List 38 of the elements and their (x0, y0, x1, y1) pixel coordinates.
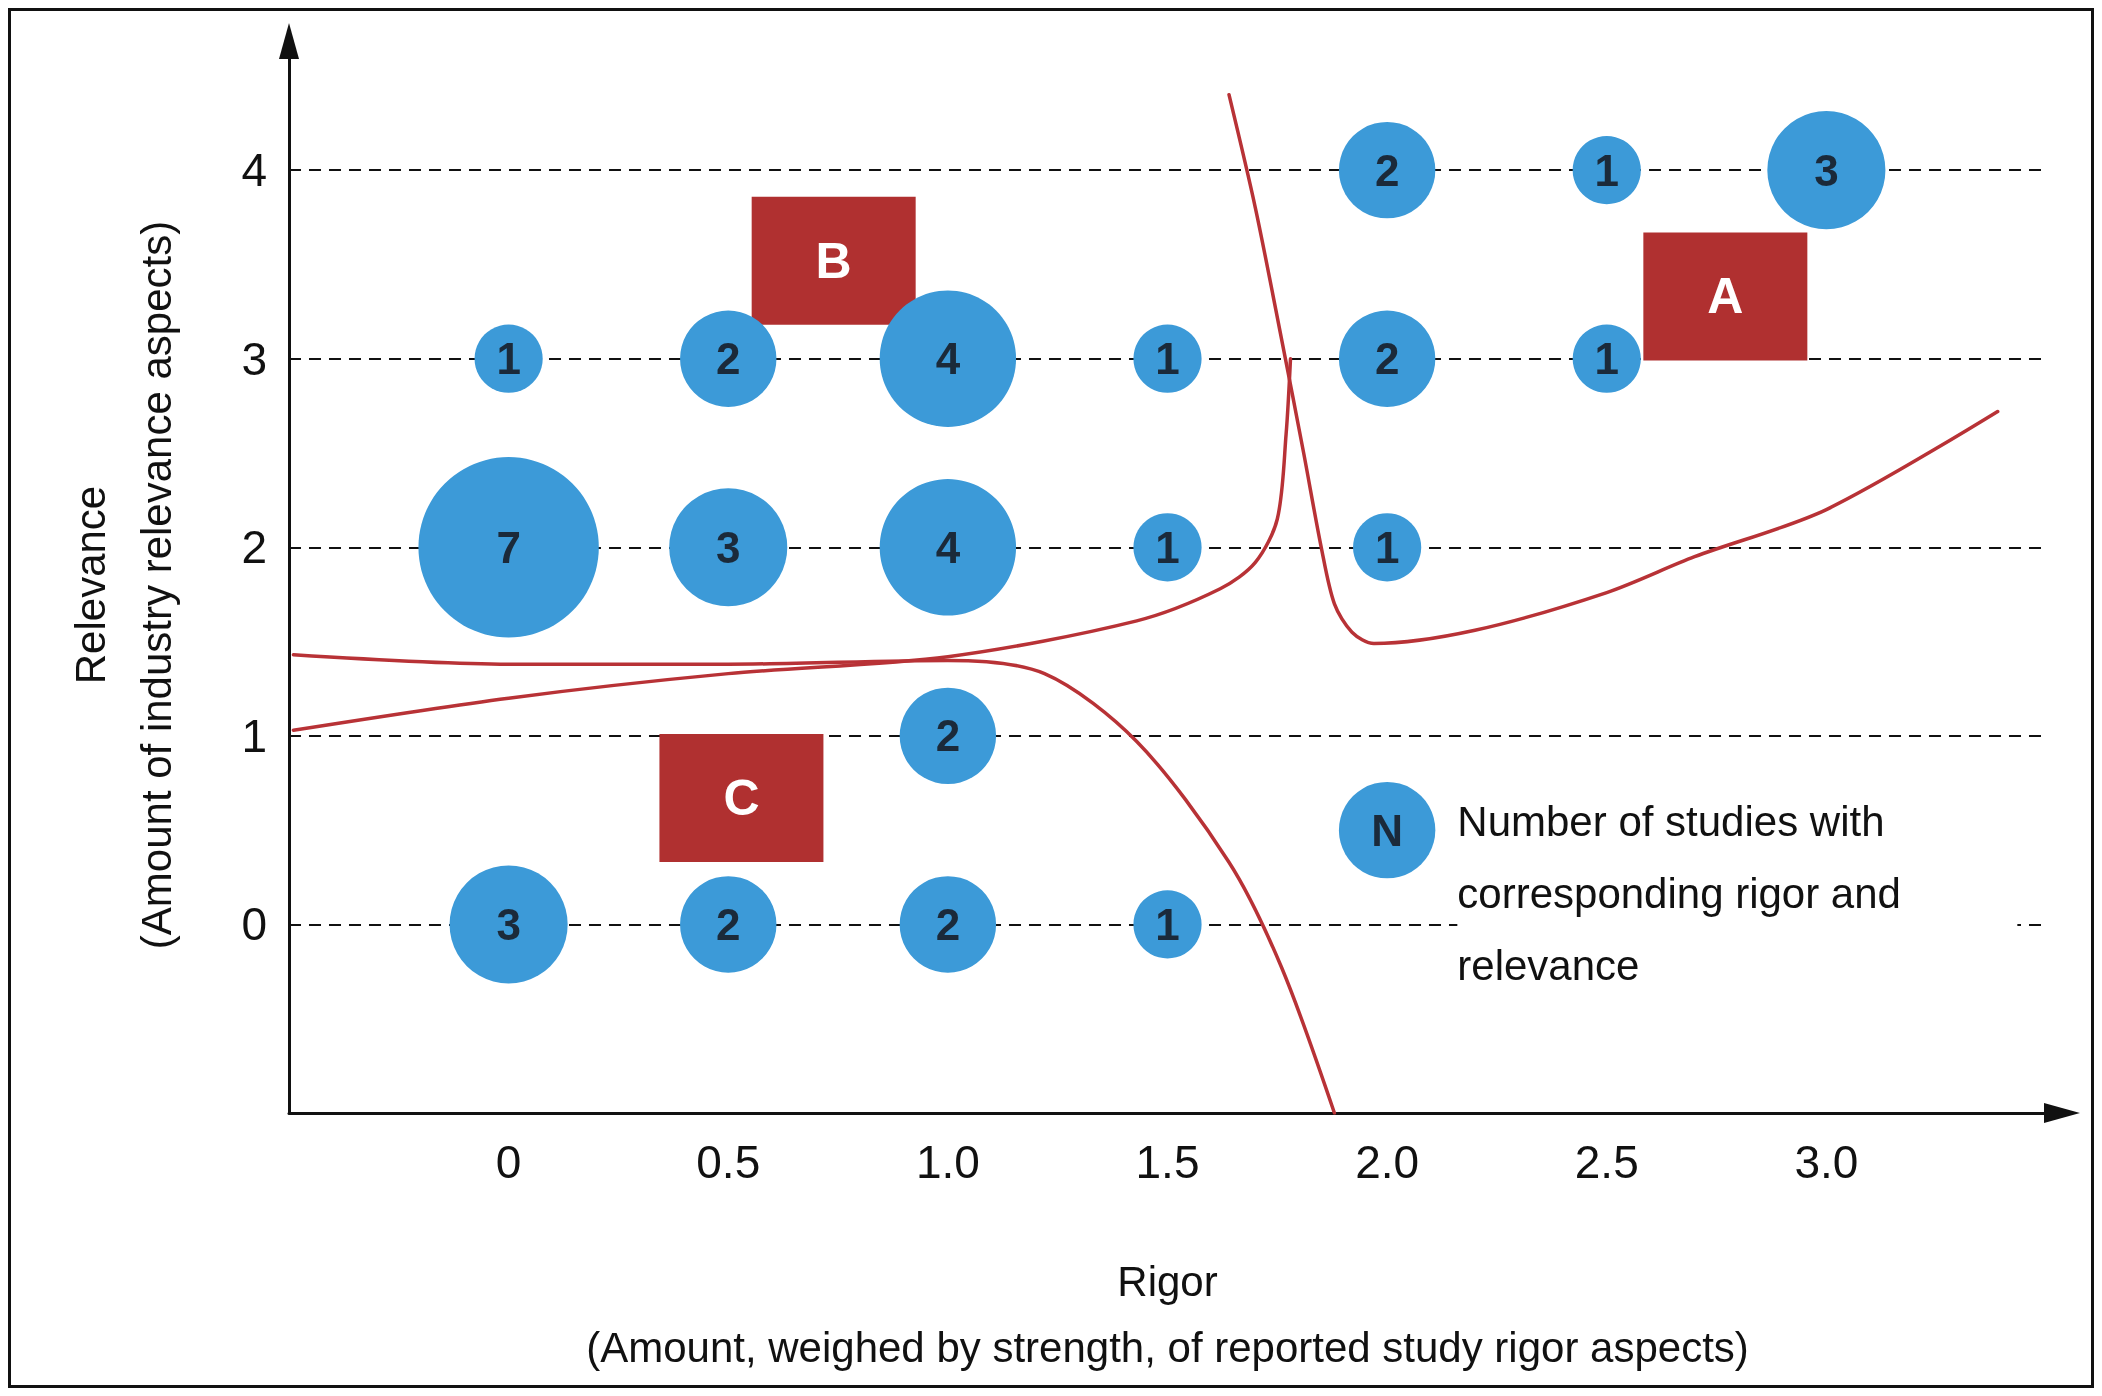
y-tick-label: 4 (241, 144, 267, 197)
x-tick-label: 2.0 (1355, 1136, 1420, 1188)
data-label: 1 (1155, 334, 1180, 384)
data-label: 2 (935, 711, 961, 761)
data-label: 3 (496, 899, 521, 949)
data-label: 1 (496, 334, 521, 384)
data-label: 3 (716, 522, 741, 572)
data-label: 7 (496, 522, 521, 572)
data-label: 1 (1155, 899, 1180, 949)
annotation: N (1371, 805, 1404, 855)
x-axis-title: Rigor (Amount, weighed by strength, of reported study rigor aspects) (586, 1257, 1749, 1371)
data-label: 4 (935, 334, 961, 384)
data-label: 2 (1374, 334, 1400, 384)
data-label: 1 (1594, 145, 1619, 195)
y-tick-label: 3 (241, 332, 267, 385)
data-label: 1 (1594, 334, 1619, 384)
data-label: 2 (1374, 145, 1400, 195)
x-tick-label: 3.0 (1794, 1136, 1859, 1188)
y-axis-title: Relevance (Amount of industry relevance aspects) (66, 220, 180, 950)
y-tick-label: 1 (241, 709, 267, 762)
x-tick-label: 1.0 (915, 1136, 980, 1188)
x-tick-label: 2.5 (1574, 1136, 1639, 1188)
annotation: C (723, 770, 760, 827)
data-label: 2 (716, 899, 741, 949)
data-label: 1 (1155, 522, 1180, 572)
x-tick-label: 0.5 (696, 1136, 761, 1188)
data-label: 3 (1814, 145, 1839, 195)
x-tick-label: 0 (495, 1136, 522, 1188)
annotation: Number of studies with corresponding rigor and relevance (1457, 798, 1913, 990)
x-tick-label: 1.5 (1135, 1136, 1200, 1188)
annotation: A (1707, 268, 1744, 325)
data-label: 2 (716, 334, 741, 384)
data-label: 2 (935, 899, 961, 949)
y-tick-label: 2 (241, 521, 267, 574)
data-label: 4 (935, 522, 961, 572)
data-label: 1 (1374, 522, 1400, 572)
y-tick-label: 0 (241, 898, 267, 951)
annotation: B (815, 232, 852, 289)
